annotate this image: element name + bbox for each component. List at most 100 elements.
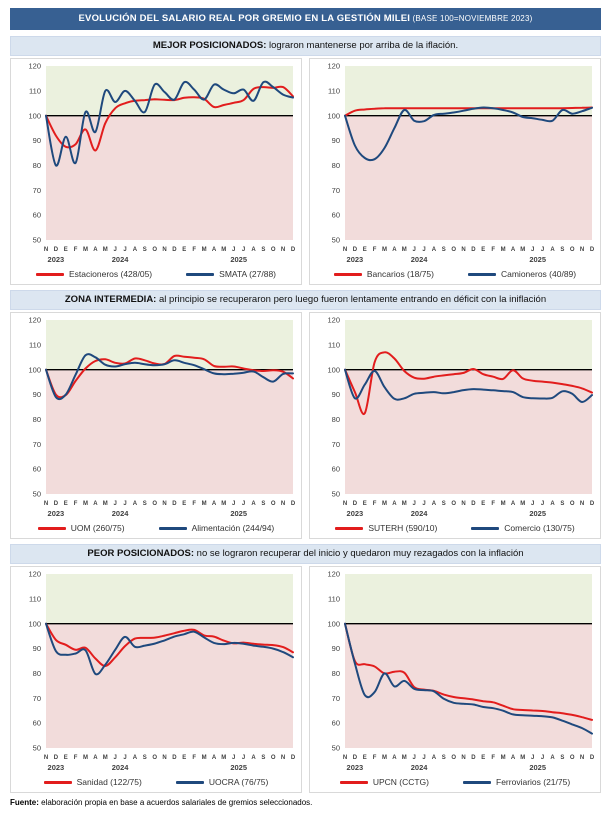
svg-text:A: A <box>550 755 555 761</box>
svg-text:M: M <box>103 247 108 253</box>
svg-text:S: S <box>442 501 446 507</box>
svg-text:80: 80 <box>332 415 340 424</box>
svg-text:F: F <box>192 755 196 761</box>
svg-text:2025: 2025 <box>529 763 546 772</box>
svg-text:F: F <box>491 247 495 253</box>
svg-text:J: J <box>123 755 126 761</box>
source-note: Fuente: elaboración propia en base a acu… <box>10 798 601 807</box>
svg-text:2024: 2024 <box>411 509 429 518</box>
svg-text:120: 120 <box>28 62 41 71</box>
svg-text:50: 50 <box>332 744 340 753</box>
svg-text:110: 110 <box>29 341 41 350</box>
legend-label: Bancarios (18/75) <box>366 269 434 279</box>
svg-text:F: F <box>491 755 495 761</box>
svg-text:2023: 2023 <box>48 763 65 772</box>
svg-text:D: D <box>353 501 358 507</box>
svg-text:J: J <box>541 501 544 507</box>
svg-text:A: A <box>392 501 397 507</box>
svg-text:110: 110 <box>328 595 340 604</box>
legend-item: Estacioneros (428/05) <box>35 269 153 279</box>
svg-text:S: S <box>261 501 265 507</box>
section-header-1-text: lograron mantenerse por arriba de la ifl… <box>266 40 459 51</box>
svg-text:F: F <box>74 755 78 761</box>
svg-text:F: F <box>74 247 78 253</box>
source-label: Fuente: <box>10 798 39 807</box>
svg-text:M: M <box>221 247 226 253</box>
svg-text:D: D <box>471 501 476 507</box>
svg-text:2023: 2023 <box>48 509 65 518</box>
svg-text:A: A <box>93 247 98 253</box>
svg-text:E: E <box>182 247 186 253</box>
report-page: EVOLUCIÓN DEL SALARIO REAL POR GREMIO EN… <box>0 8 611 823</box>
section-header-3-bold: PEOR POSICIONADOS: <box>87 548 195 559</box>
legend-item: Camioneros (40/89) <box>467 269 576 279</box>
legend-item: Ferroviarios (21/75) <box>463 777 570 787</box>
svg-text:N: N <box>44 501 48 507</box>
svg-text:N: N <box>580 755 584 761</box>
svg-text:N: N <box>44 247 48 253</box>
svg-text:J: J <box>123 247 126 253</box>
svg-text:N: N <box>343 755 347 761</box>
svg-text:J: J <box>531 247 534 253</box>
legend-label: Alimentación (244/94) <box>191 523 275 533</box>
svg-text:O: O <box>271 755 276 761</box>
svg-text:70: 70 <box>33 440 41 449</box>
svg-text:70: 70 <box>332 694 340 703</box>
blue-line-swatch <box>186 272 215 276</box>
svg-text:2023: 2023 <box>347 763 364 772</box>
svg-text:E: E <box>481 501 485 507</box>
svg-text:E: E <box>64 247 68 253</box>
svg-text:O: O <box>152 501 157 507</box>
legend-item: Comercio (130/75) <box>471 523 575 533</box>
section-mejor-posicionados: MEJOR POSICIONADOS: lograron mantenerse … <box>10 36 601 285</box>
svg-text:J: J <box>123 501 126 507</box>
svg-text:S: S <box>143 501 147 507</box>
svg-text:D: D <box>172 247 177 253</box>
svg-text:N: N <box>162 247 166 253</box>
svg-text:J: J <box>422 501 425 507</box>
legend-label: SUTERH (590/10) <box>368 523 438 533</box>
svg-text:E: E <box>64 755 68 761</box>
svg-text:D: D <box>471 247 476 253</box>
svg-text:F: F <box>373 247 377 253</box>
svg-text:A: A <box>550 501 555 507</box>
svg-text:M: M <box>402 501 407 507</box>
report-title-bar: EVOLUCIÓN DEL SALARIO REAL POR GREMIO EN… <box>10 8 601 30</box>
svg-text:90: 90 <box>332 390 340 399</box>
svg-text:100: 100 <box>327 619 340 628</box>
chart-panel-suterh-comercio: 120 110 100 90 80 70 60 50 N D E F M A M J J A S O N D E F M A M J J… <box>309 312 601 539</box>
legend-item: SMATA (27/88) <box>186 269 276 279</box>
svg-text:D: D <box>471 755 476 761</box>
legend-label: UPCN (CCTG) <box>372 777 430 787</box>
svg-text:J: J <box>413 247 416 253</box>
svg-text:100: 100 <box>28 365 41 374</box>
red-line-swatch <box>43 780 72 784</box>
legend-item: Bancarios (18/75) <box>333 269 434 279</box>
legend-item: Alimentación (244/94) <box>158 523 275 533</box>
svg-text:M: M <box>520 501 525 507</box>
red-line-swatch <box>35 272 64 276</box>
svg-text:J: J <box>242 501 245 507</box>
svg-text:S: S <box>261 755 265 761</box>
svg-text:E: E <box>363 247 367 253</box>
section-header-2: ZONA INTERMEDIA: al principio se recuper… <box>10 290 601 310</box>
svg-text:J: J <box>413 501 416 507</box>
svg-text:80: 80 <box>332 669 340 678</box>
svg-text:E: E <box>481 247 485 253</box>
chart-panel-estacioneros-smata: 120 110 100 90 80 70 60 50 N D E F M A M J J A S O N D E F M A M J J… <box>10 58 302 285</box>
svg-text:A: A <box>432 755 437 761</box>
svg-text:60: 60 <box>332 211 340 220</box>
svg-text:M: M <box>103 755 108 761</box>
legend-label: Estacioneros (428/05) <box>68 269 153 279</box>
svg-text:M: M <box>382 501 387 507</box>
svg-text:S: S <box>143 755 147 761</box>
legend-label: UOM (260/75) <box>70 523 125 533</box>
svg-text:2025: 2025 <box>230 255 247 264</box>
svg-text:J: J <box>232 247 235 253</box>
source-text: elaboración propia en base a acuerdos sa… <box>38 798 313 807</box>
svg-text:70: 70 <box>332 186 340 195</box>
svg-text:O: O <box>271 247 276 253</box>
svg-text:S: S <box>560 501 564 507</box>
svg-text:2025: 2025 <box>230 763 247 772</box>
